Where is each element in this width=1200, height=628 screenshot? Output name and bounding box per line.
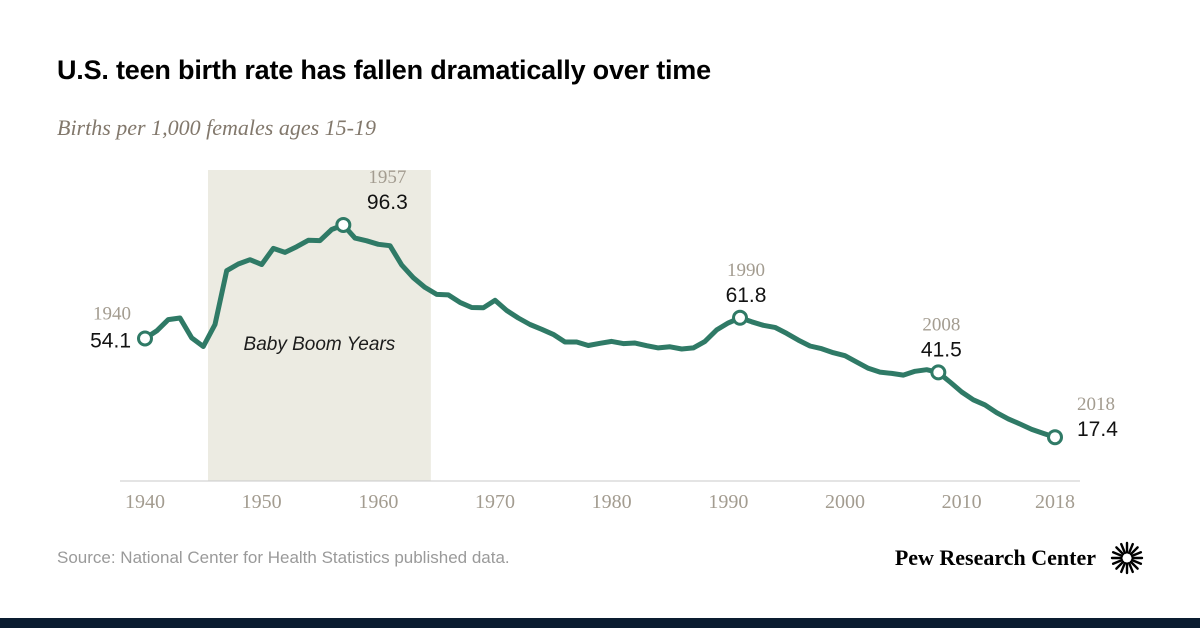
x-tick-label: 1970 xyxy=(475,491,515,513)
sunburst-ray xyxy=(1111,558,1124,565)
brand-block: Pew Research Center xyxy=(895,540,1145,576)
x-tick-label: 1960 xyxy=(358,491,398,513)
annotation-year: 2008 xyxy=(922,314,960,335)
sunburst-ray xyxy=(1115,560,1125,570)
annotation-value: 61.8 xyxy=(726,284,767,307)
x-tick-label: 2018 xyxy=(1035,491,1075,513)
baby-boom-band xyxy=(208,170,431,481)
x-tick-label: 1940 xyxy=(125,491,165,513)
sunburst-ray xyxy=(1130,558,1143,565)
sunburst-ray xyxy=(1111,551,1124,558)
annotation-value: 41.5 xyxy=(921,338,962,361)
brand-name: Pew Research Center xyxy=(894,545,1096,570)
source-note: Source: National Center for Health Stati… xyxy=(57,548,510,567)
sunburst-ray xyxy=(1129,546,1139,556)
chart-title: U.S. teen birth rate has fallen dramatic… xyxy=(57,55,711,85)
annotation-value: 17.4 xyxy=(1077,418,1118,441)
sunburst-ray xyxy=(1130,551,1143,558)
x-tick-label: 2010 xyxy=(942,491,982,513)
annotation-year: 1990 xyxy=(727,260,765,281)
x-tick-label: 1990 xyxy=(708,491,748,513)
teen-birth-rate-line xyxy=(142,222,1058,440)
data-point-marker xyxy=(930,364,947,381)
sunburst-ray xyxy=(1129,560,1139,570)
sunburst-ray xyxy=(1127,561,1134,574)
pew-sunburst-icon xyxy=(1110,541,1144,575)
data-point-marker xyxy=(137,330,153,347)
annotation-year: 1940 xyxy=(93,303,131,324)
annotation-value: 96.3 xyxy=(367,191,408,214)
sunburst-ray xyxy=(1120,542,1127,555)
x-tick-label: 2000 xyxy=(825,491,865,513)
sunburst-ray xyxy=(1127,542,1134,555)
data-point-marker xyxy=(335,216,352,233)
annotation-year: 1957 xyxy=(368,167,406,188)
x-tick-label: 1980 xyxy=(592,491,632,513)
sunburst-ray xyxy=(1115,546,1125,556)
chart-subtitle: Births per 1,000 females ages 15-19 xyxy=(57,115,376,140)
data-point-marker xyxy=(1047,429,1063,446)
baby-boom-label: Baby Boom Years xyxy=(244,334,396,355)
bottom-accent-bar xyxy=(0,618,1200,628)
x-tick-label: 1950 xyxy=(242,491,282,513)
sunburst-ray xyxy=(1120,561,1127,574)
annotation-value: 54.1 xyxy=(90,329,131,352)
data-point-marker xyxy=(732,309,748,326)
annotation-year: 2018 xyxy=(1077,394,1115,415)
